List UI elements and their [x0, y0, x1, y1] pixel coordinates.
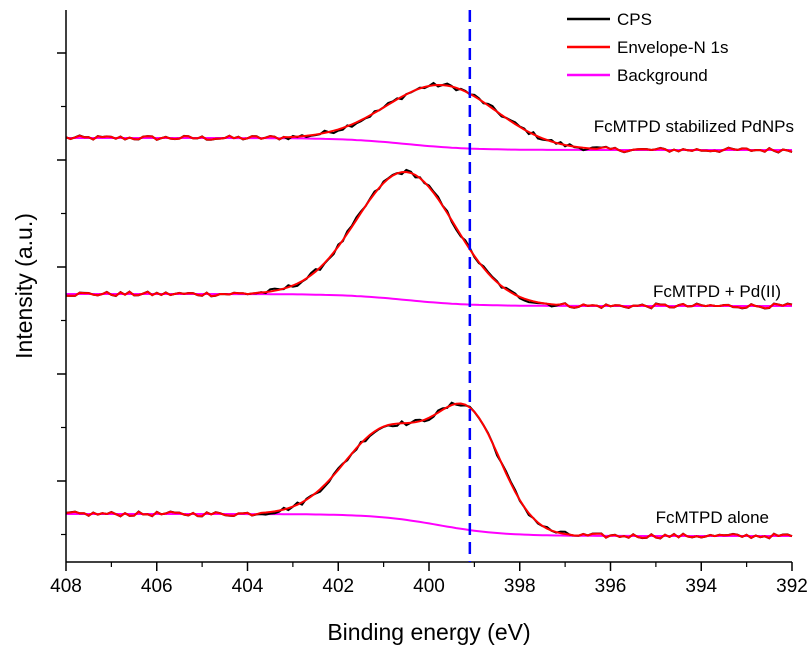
legend-label: CPS: [617, 10, 652, 29]
chart-axes: 408 406 404 402 400 398 396 394 392: [50, 10, 808, 597]
x-tick-label: 406: [141, 576, 173, 597]
x-tick-label: 400: [413, 576, 445, 597]
envelope-curve: [65, 402, 793, 540]
x-tick-label: 408: [50, 576, 82, 597]
x-tick-label: 398: [504, 576, 536, 597]
legend-label: Background: [617, 66, 708, 85]
x-tick-label: 404: [232, 576, 264, 597]
legend-label: Envelope-N 1s: [617, 38, 729, 57]
x-tick-label: 396: [595, 576, 627, 597]
legend: CPS Envelope-N 1s Background: [567, 10, 729, 85]
x-tick-label: 394: [685, 576, 717, 597]
x-axis-title: Binding energy (eV): [327, 619, 530, 645]
envelope-curve: [66, 170, 793, 310]
x-tick-label: 392: [776, 576, 808, 597]
x-tick-label: 402: [322, 576, 354, 597]
panel-annotations: FcMTPD stabilized PdNPs FcMTPD + Pd(II) Fc…: [594, 117, 794, 527]
y-axis-title: Intensity (a.u.): [11, 213, 37, 359]
panel-annotation: FcMTPD stabilized PdNPs: [594, 117, 794, 136]
envelope-curve: [65, 83, 793, 154]
panel-annotation: FcMTPD alone: [656, 508, 769, 527]
panel-annotation: FcMTPD + Pd(II): [653, 282, 781, 301]
chart-curves: [65, 81, 793, 540]
